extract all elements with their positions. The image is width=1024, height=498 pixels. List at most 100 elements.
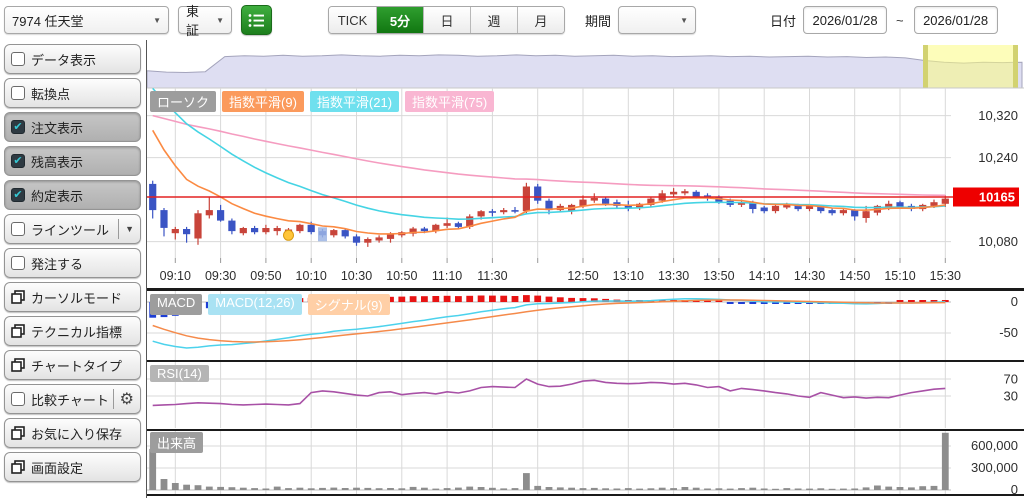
order-marker[interactable] <box>318 227 327 242</box>
minimap[interactable] <box>146 45 1024 89</box>
candle <box>805 205 814 209</box>
svg-text:10,080: 10,080 <box>978 234 1018 249</box>
volume-bar <box>715 488 723 490</box>
minimap-selection[interactable] <box>923 45 1018 88</box>
volume-bar <box>511 488 519 490</box>
volume-bar <box>579 488 587 490</box>
windows-icon <box>11 358 25 372</box>
macd-legend-chip-0[interactable]: MACD <box>150 294 203 315</box>
ema-9-line <box>152 129 946 235</box>
volume-bar <box>432 488 440 490</box>
execution-marker[interactable] <box>283 229 294 241</box>
sidebar-item-10[interactable]: 比較チャート ⚙ <box>4 384 141 414</box>
sidebar-item-label: 画面設定 <box>31 460 84 476</box>
checkbox-icon[interactable]: ✔ <box>11 188 25 202</box>
sidebar-item-0[interactable]: データ表示 <box>4 44 141 74</box>
volume-bar <box>183 484 190 490</box>
dropdown-toggle[interactable]: ▼ <box>118 219 134 239</box>
candle <box>737 202 746 205</box>
price-line-layer: 10165 <box>147 187 1019 242</box>
volume-bar <box>443 488 451 490</box>
svg-text:10165: 10165 <box>979 190 1015 205</box>
checkbox-icon[interactable] <box>11 52 25 66</box>
svg-text:09:50: 09:50 <box>250 269 281 283</box>
interval-button-2[interactable]: 日 <box>423 7 470 33</box>
svg-text:14:10: 14:10 <box>749 269 780 283</box>
checkbox-icon[interactable] <box>11 392 25 406</box>
sidebar-item-11[interactable]: お気に入り保存 <box>4 418 141 448</box>
main-legend-chip-1[interactable]: 指数平滑(9) <box>222 91 304 112</box>
candle <box>375 237 383 241</box>
sidebar-item-4[interactable]: ✔ 約定表示 <box>4 180 141 210</box>
panel-separator <box>147 360 1024 362</box>
candle <box>647 198 655 205</box>
volume-bar <box>364 487 372 490</box>
macd-legend-chip-2[interactable]: シグナル(9) <box>307 294 390 315</box>
volume-bar <box>409 486 417 490</box>
volume-bar <box>466 486 474 490</box>
last-price-badge <box>953 187 1019 207</box>
rsi-legend-chip-0[interactable]: RSI(14) <box>150 365 209 382</box>
windows-icon <box>11 290 25 304</box>
period-select[interactable]: ▼ <box>618 6 697 34</box>
sidebar-item-12[interactable]: 画面設定 <box>4 452 141 482</box>
symbol-select[interactable]: 7974 任天堂 ▼ <box>4 6 169 34</box>
candle <box>217 210 225 221</box>
volume-bar <box>908 487 915 490</box>
volume-bar <box>330 487 338 490</box>
volume-bar <box>760 488 768 490</box>
sidebar-item-1[interactable]: 転換点 <box>4 78 141 108</box>
sidebar-item-2[interactable]: ✔ 注文表示 <box>4 112 141 142</box>
candle <box>477 211 485 217</box>
candle <box>760 207 768 212</box>
candle <box>828 210 836 214</box>
checkbox-icon[interactable] <box>11 86 25 100</box>
market-select[interactable]: 東証 ▼ <box>178 4 232 38</box>
minimap-selection-handle[interactable] <box>1013 45 1018 88</box>
main-legend-chip-2[interactable]: 指数平滑(21) <box>309 91 400 112</box>
date-from-input[interactable] <box>803 6 888 34</box>
svg-text:14:30: 14:30 <box>794 269 825 283</box>
panel-separator <box>147 429 1024 431</box>
sidebar-item-label: ラインツール <box>31 222 110 238</box>
panel-separator <box>147 289 1024 291</box>
candle <box>273 228 281 232</box>
settings-toggle[interactable]: ⚙ <box>112 389 134 409</box>
volume-bar <box>523 473 530 490</box>
windows-icon <box>11 426 25 440</box>
main-legend-chip-3[interactable]: 指数平滑(75) <box>405 91 495 112</box>
volume-bar <box>285 488 292 490</box>
volume-bar <box>160 479 168 490</box>
checkbox-icon[interactable] <box>11 222 25 236</box>
candle <box>296 224 304 232</box>
svg-text:11:10: 11:10 <box>432 269 462 283</box>
volume-bar <box>262 488 270 490</box>
interval-button-3[interactable]: 週 <box>470 7 517 33</box>
watchlist-button[interactable] <box>241 5 272 35</box>
sidebar-item-8[interactable]: テクニカル指標 <box>4 316 141 346</box>
interval-button-1[interactable]: 5分 <box>376 7 423 33</box>
interval-button-4[interactable]: 月 <box>517 7 564 33</box>
interval-button-0[interactable]: TICK <box>329 7 376 33</box>
sidebar-item-3[interactable]: ✔ 残高表示 <box>4 146 141 176</box>
macd-legend-chip-1[interactable]: MACD(12,26) <box>208 294 302 315</box>
symbol-select-value: 7974 任天堂 <box>12 13 84 29</box>
sidebar-item-6[interactable]: 発注する <box>4 248 141 278</box>
sidebar-item-label: チャートタイプ <box>31 358 122 374</box>
checkbox-icon[interactable]: ✔ <box>11 120 25 134</box>
sidebar-item-7[interactable]: カーソルモード <box>4 282 141 312</box>
svg-text:11:30: 11:30 <box>477 269 507 283</box>
candle <box>443 223 451 226</box>
volume-bar <box>636 488 643 490</box>
checkbox-icon[interactable] <box>11 256 25 270</box>
main-legend-chip-0[interactable]: ローソク <box>150 91 217 112</box>
candle <box>307 224 315 233</box>
date-to-input[interactable] <box>913 6 998 34</box>
volume-bar <box>862 487 870 490</box>
sidebar-item-5[interactable]: ラインツール ▼ <box>4 214 141 244</box>
volume-legend-chip-0[interactable]: 出来高 <box>150 432 204 453</box>
checkbox-icon[interactable]: ✔ <box>11 154 25 168</box>
sidebar-item-9[interactable]: チャートタイプ <box>4 350 141 380</box>
minimap-selection-handle[interactable] <box>923 45 928 88</box>
